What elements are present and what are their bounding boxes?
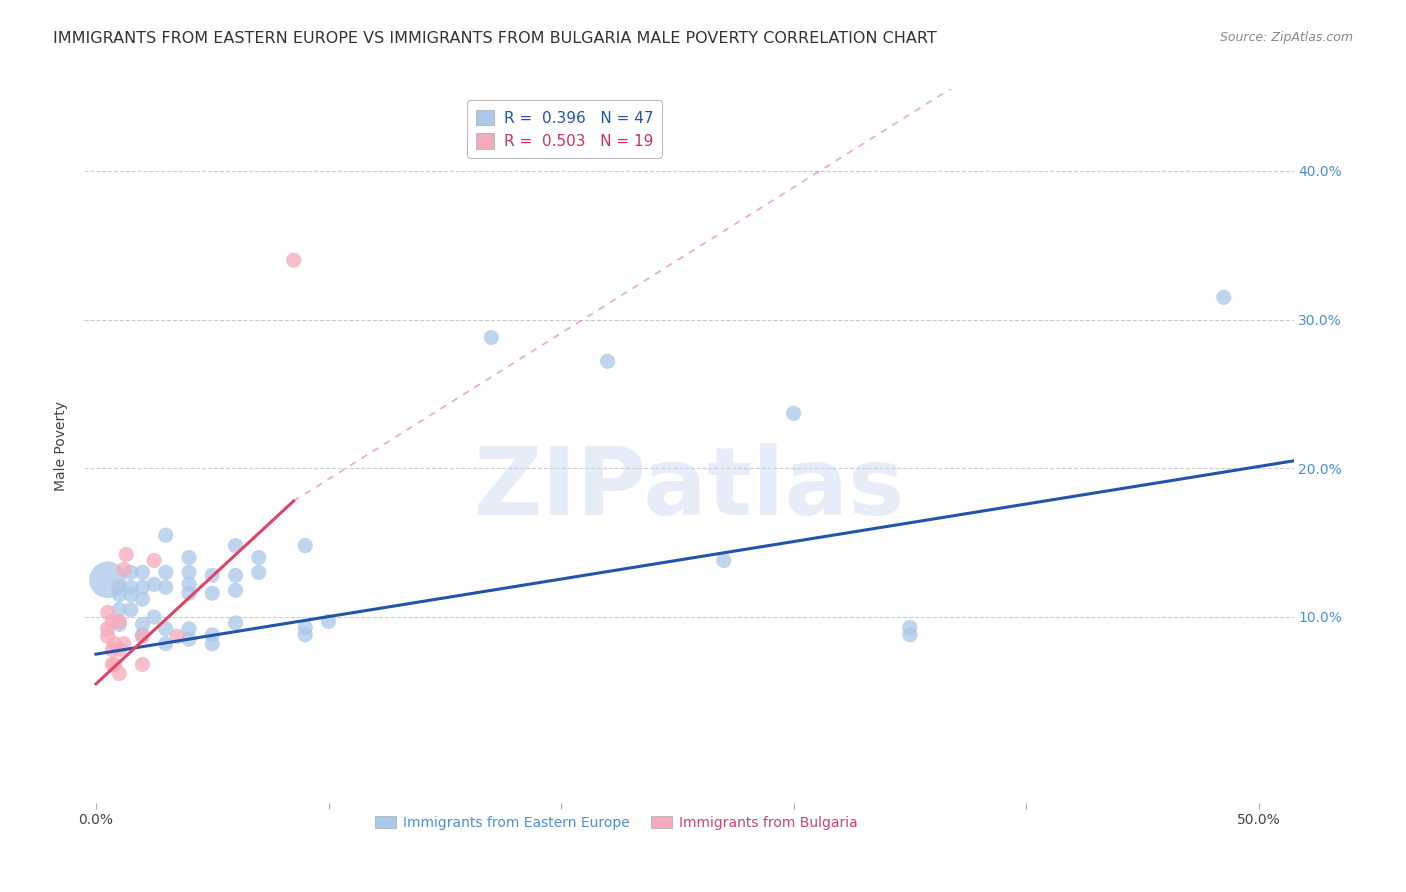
Point [177, 577, 200, 591]
Point [108, 615, 131, 629]
Point [225, 539, 247, 553]
Point [120, 580, 142, 594]
Point [294, 539, 316, 553]
Point [155, 528, 177, 542]
Point [101, 657, 124, 672]
Point [166, 629, 188, 643]
Point [155, 566, 177, 580]
Point [201, 628, 224, 642]
Point [101, 642, 124, 657]
Y-axis label: Male Poverty: Male Poverty [55, 401, 69, 491]
Point [108, 666, 131, 681]
Point [177, 586, 200, 600]
Point [155, 637, 177, 651]
Point [101, 615, 124, 629]
Point [108, 602, 131, 616]
Point [225, 615, 247, 630]
Point [115, 548, 138, 562]
Point [120, 602, 142, 616]
Point [131, 628, 153, 642]
Point [131, 617, 153, 632]
Point [479, 330, 502, 344]
Point [247, 566, 270, 580]
Point [155, 580, 177, 594]
Point [155, 622, 177, 636]
Point [1212, 290, 1234, 304]
Point [201, 568, 224, 582]
Point [131, 566, 153, 580]
Point [97, 573, 120, 587]
Point [283, 253, 305, 268]
Point [97, 622, 120, 636]
Point [225, 568, 247, 582]
Point [596, 354, 619, 368]
Point [131, 580, 153, 594]
Point [120, 588, 142, 602]
Point [898, 620, 921, 634]
Point [713, 553, 735, 567]
Point [898, 628, 921, 642]
Point [104, 657, 127, 672]
Point [131, 657, 153, 672]
Point [177, 550, 200, 565]
Point [112, 637, 135, 651]
Text: IMMIGRANTS FROM EASTERN EUROPE VS IMMIGRANTS FROM BULGARIA MALE POVERTY CORRELAT: IMMIGRANTS FROM EASTERN EUROPE VS IMMIGR… [53, 31, 938, 46]
Point [318, 615, 340, 629]
Point [108, 588, 131, 602]
Legend: Immigrants from Eastern Europe, Immigrants from Bulgaria: Immigrants from Eastern Europe, Immigran… [370, 810, 863, 835]
Point [177, 566, 200, 580]
Point [177, 632, 200, 647]
Text: Source: ZipAtlas.com: Source: ZipAtlas.com [1219, 31, 1353, 45]
Point [97, 606, 120, 620]
Text: ZIPatlas: ZIPatlas [474, 442, 904, 535]
Point [225, 583, 247, 598]
Point [177, 622, 200, 636]
Point [112, 562, 135, 576]
Point [201, 586, 224, 600]
Point [201, 637, 224, 651]
Point [247, 550, 270, 565]
Point [108, 642, 131, 657]
Point [143, 577, 166, 591]
Point [782, 406, 804, 420]
Point [120, 566, 142, 580]
Point [108, 617, 131, 632]
Point [108, 580, 131, 594]
Point [104, 637, 127, 651]
Point [131, 629, 153, 643]
Point [143, 610, 166, 624]
Point [143, 553, 166, 567]
Point [131, 592, 153, 607]
Point [97, 629, 120, 643]
Point [294, 628, 316, 642]
Point [294, 620, 316, 634]
